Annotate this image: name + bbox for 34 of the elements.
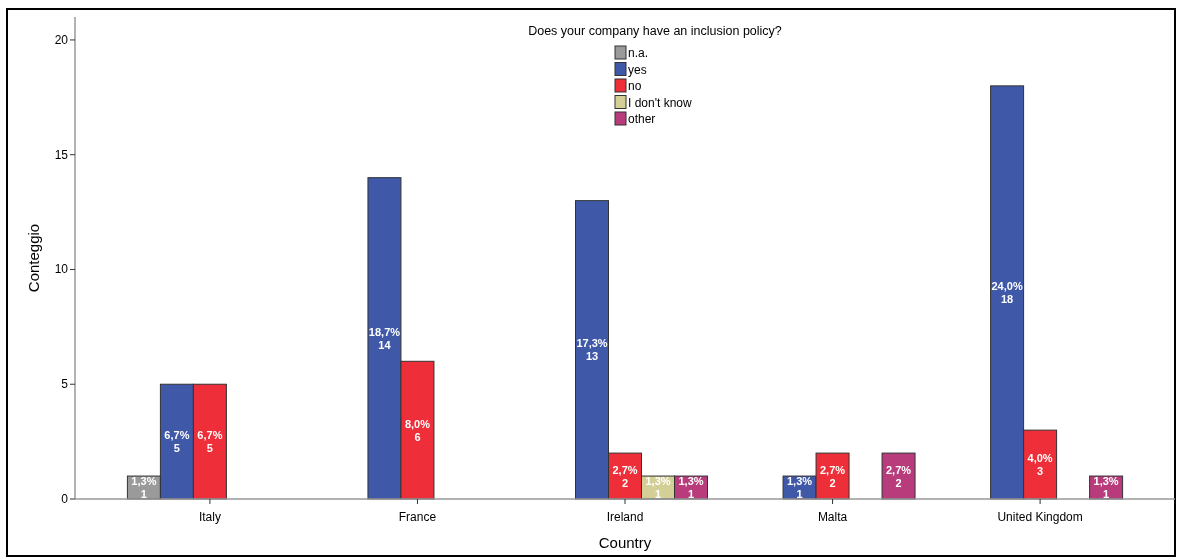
x-tick-label: Italy	[198, 510, 221, 524]
y-tick-label: 20	[54, 32, 69, 47]
data-label: 6,7% 5	[164, 429, 190, 455]
legend-label: other	[628, 112, 656, 126]
x-axis-title: Country	[598, 534, 652, 551]
x-tick-label: Ireland	[606, 510, 644, 524]
data-label: 24,0% 18	[991, 279, 1023, 305]
data-label: 4,0% 3	[1027, 452, 1053, 478]
y-axis-title: Conteggio	[25, 223, 42, 293]
x-tick-label: France	[398, 510, 437, 524]
data-label: 8,0% 6	[404, 417, 431, 443]
data-label: 18,7% 14	[368, 325, 401, 351]
text: Does your company have an inclusion policy?	[528, 24, 782, 38]
data-label: 1,3% 1	[1093, 475, 1119, 501]
legend-label: yes	[628, 62, 647, 77]
x-tick-label: Malta	[817, 510, 848, 524]
y-tick-label: 15	[54, 147, 69, 162]
data-label: 1,3% 1	[787, 475, 813, 501]
data-label: 2,7% 2	[886, 463, 912, 489]
data-label: 1,3% 1	[678, 475, 704, 501]
data-label: 6,7% 5	[197, 429, 223, 455]
legend-label: no	[628, 79, 642, 93]
data-label: 1,3% 1	[131, 475, 157, 501]
y-tick-label: 10	[54, 262, 69, 277]
y-tick-label: 0	[61, 492, 69, 506]
data-label: 17,3% 13	[576, 337, 608, 363]
y-tick-label: 5	[61, 377, 69, 392]
data-label: 2,7% 2	[820, 463, 846, 489]
data-label: 2,7% 2	[612, 463, 638, 489]
bar	[881, 452, 916, 500]
x-tick-label: United Kingdom	[997, 510, 1083, 524]
legend-label: I don't know	[628, 95, 692, 110]
data-label: 1,3% 1	[645, 475, 671, 501]
legend-label: n.a.	[628, 46, 649, 60]
